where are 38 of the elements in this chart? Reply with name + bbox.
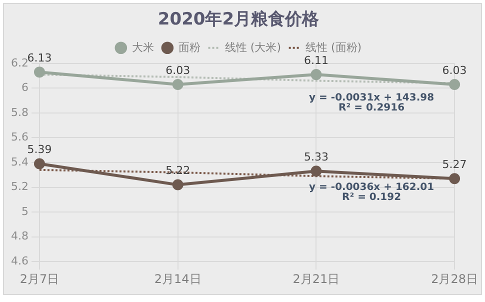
- point: [310, 166, 322, 177]
- point: [34, 66, 45, 78]
- point: [172, 78, 184, 90]
- chart-title: 2020年2月粮食价格: [158, 10, 320, 30]
- data-label: 6.03: [442, 64, 467, 77]
- legend-label: 大米: [132, 40, 154, 54]
- data-label: 6.13: [27, 51, 52, 64]
- annotation: R² = 0.192: [342, 192, 402, 203]
- y-tick-label: 5.2: [10, 180, 28, 194]
- annotation: R² = 0.2916: [338, 102, 405, 114]
- data-label: 5.33: [304, 150, 328, 164]
- x-tick-label: 2月21日: [292, 272, 340, 286]
- point: [449, 173, 460, 184]
- data-label: 6.11: [304, 54, 328, 67]
- y-tick-label: 6.2: [10, 56, 28, 70]
- data-label: 5.39: [27, 143, 52, 156]
- annotation: y = -0.0031x + 143.98: [309, 92, 434, 104]
- y-tick-label: 4.6: [10, 254, 28, 268]
- y-tick-label: 6: [21, 81, 28, 94]
- data-label: 5.22: [166, 164, 190, 178]
- x-tick-label: 2月7日: [20, 272, 60, 286]
- y-tick-label: 5.8: [10, 106, 28, 119]
- point: [34, 158, 45, 170]
- x-tick-label: 2月14日: [154, 272, 202, 286]
- point: [172, 179, 184, 190]
- legend-label: 线性 (大米): [224, 40, 282, 54]
- y-tick-label: 4.8: [10, 230, 28, 243]
- y-tick-label: 5: [21, 204, 28, 218]
- annotation: y = -0.0036x + 162.01: [309, 182, 434, 193]
- legend-label: 面粉: [178, 40, 200, 54]
- y-tick-label: 5.4: [10, 155, 28, 168]
- data-label: 5.27: [442, 158, 467, 171]
- data-label: 6.03: [166, 64, 190, 77]
- legend-label: 线性 (面粉): [306, 40, 362, 54]
- y-tick-label: 5.6: [10, 130, 28, 144]
- point: [310, 69, 322, 80]
- point: [449, 78, 460, 90]
- x-tick-label: 2月28日: [431, 272, 478, 286]
